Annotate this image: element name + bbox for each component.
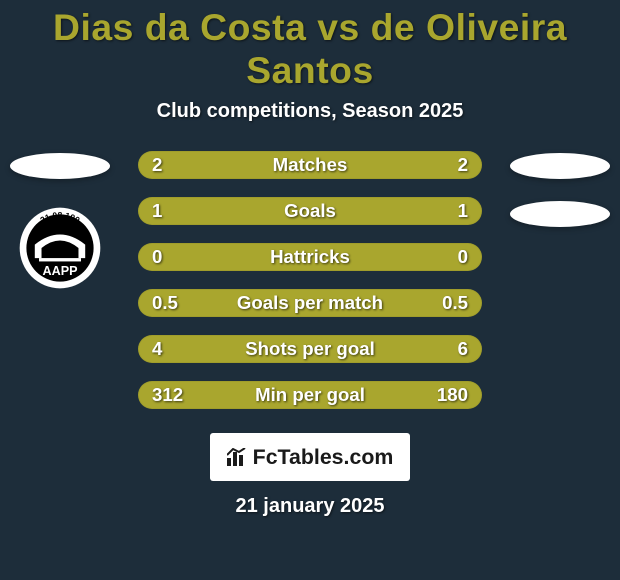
page-title: Dias da Costa vs de Oliveira Santos bbox=[0, 0, 620, 92]
subtitle: Club competitions, Season 2025 bbox=[0, 100, 620, 123]
stat-row: 0.5 Goals per match 0.5 bbox=[138, 289, 482, 317]
club-logo-text: AAPP bbox=[43, 264, 78, 278]
content-area: 21.08.190 AAPP 2 Matches 2 1 Goals 1 0 Hattrick… bbox=[0, 151, 620, 409]
stat-value-right: 0 bbox=[458, 246, 468, 268]
date-text: 21 january 2025 bbox=[0, 495, 620, 518]
stat-value-right: 6 bbox=[458, 338, 468, 360]
branding-text: FcTables.com bbox=[253, 445, 394, 470]
stat-value-right: 1 bbox=[458, 200, 468, 222]
stat-value-left: 312 bbox=[152, 384, 183, 406]
stat-value-right: 180 bbox=[437, 384, 468, 406]
branding-badge: FcTables.com bbox=[210, 433, 410, 481]
stat-value-right: 0.5 bbox=[442, 292, 468, 314]
player-badge-right-1 bbox=[510, 153, 610, 179]
stat-row: 0 Hattricks 0 bbox=[138, 243, 482, 271]
club-logo-svg: 21.08.190 AAPP bbox=[18, 206, 102, 290]
branding-chart-icon bbox=[227, 448, 247, 466]
stat-label: Shots per goal bbox=[245, 338, 375, 360]
stat-label: Min per goal bbox=[255, 384, 365, 406]
stat-value-left: 1 bbox=[152, 200, 162, 222]
player-badge-left bbox=[10, 153, 110, 179]
stat-row: 1 Goals 1 bbox=[138, 197, 482, 225]
stat-label: Hattricks bbox=[270, 246, 350, 268]
stat-label: Goals bbox=[284, 200, 336, 222]
stat-value-left: 0 bbox=[152, 246, 162, 268]
stat-label: Matches bbox=[273, 154, 348, 176]
stat-label: Goals per match bbox=[237, 292, 383, 314]
club-logo: 21.08.190 AAPP bbox=[18, 206, 102, 290]
stat-row: 2 Matches 2 bbox=[138, 151, 482, 179]
stat-row: 4 Shots per goal 6 bbox=[138, 335, 482, 363]
stat-value-right: 2 bbox=[458, 154, 468, 176]
comparison-card: Dias da Costa vs de Oliveira Santos Club… bbox=[0, 0, 620, 580]
stat-value-left: 4 bbox=[152, 338, 162, 360]
stat-bars: 2 Matches 2 1 Goals 1 0 Hattricks 0 0.5 Goals per … bbox=[138, 151, 482, 409]
player-badge-right-2 bbox=[510, 201, 610, 227]
stat-value-left: 0.5 bbox=[152, 292, 178, 314]
stat-value-left: 2 bbox=[152, 154, 162, 176]
stat-row: 312 Min per goal 180 bbox=[138, 381, 482, 409]
